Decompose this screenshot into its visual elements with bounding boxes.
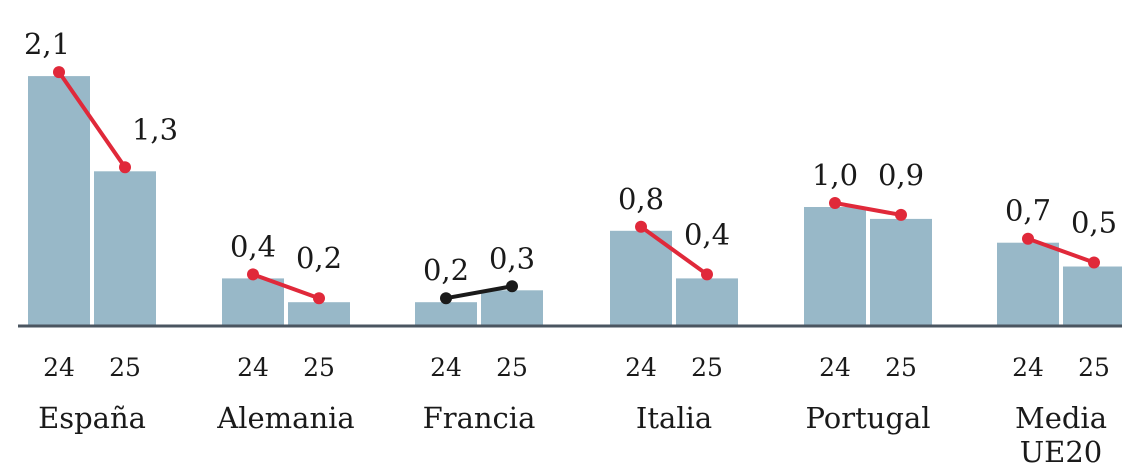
- year-label-espana-24: 24: [43, 353, 75, 382]
- point-espana-25: [119, 161, 131, 174]
- value-label-alemania-24: 0,4: [230, 229, 276, 263]
- point-portugal-24: [829, 197, 841, 209]
- bar-francia-24: [415, 302, 477, 326]
- value-label-portugal-25: 0,9: [878, 158, 924, 192]
- category-label-espana: España: [38, 401, 146, 435]
- value-label-espana-25: 1,3: [132, 112, 178, 146]
- point-italia-25: [701, 268, 713, 281]
- value-label-francia-25: 0,3: [489, 241, 535, 275]
- bar-alemania-25: [288, 302, 350, 326]
- value-label-espana-24: 2,1: [24, 27, 70, 61]
- bar-media-ue20-25: [1063, 266, 1122, 326]
- value-label-media-ue20-24: 0,7: [1005, 194, 1051, 228]
- year-label-espana-25: 25: [109, 353, 141, 382]
- bars-layer: [28, 76, 1122, 326]
- trend-line-alemania: [251, 272, 321, 301]
- value-label-italia-25: 0,4: [684, 217, 730, 251]
- trend-line-italia: [639, 224, 709, 277]
- trend-line-espana: [57, 70, 127, 170]
- point-francia-25: [506, 280, 518, 293]
- labels-layer: 2,1 1,3 24 25 España 0,4 0,2 24 25 Alemania 0,2 0,3…: [24, 27, 1117, 469]
- value-label-media-ue20-25: 0,5: [1071, 206, 1117, 240]
- value-label-francia-24: 0,2: [423, 253, 469, 287]
- bar-media-ue20-24: [997, 242, 1059, 326]
- bar-espana-24: [28, 76, 90, 326]
- value-label-alemania-25: 0,2: [296, 241, 342, 275]
- point-italia-24: [635, 220, 647, 233]
- bar-francia-25: [481, 290, 543, 326]
- year-label-italia-25: 25: [691, 353, 723, 382]
- trend-line-francia: [444, 284, 514, 301]
- point-alemania-24: [247, 268, 259, 281]
- trend-line-media-ue20: [1026, 236, 1096, 265]
- category-label-media-ue20-line2: UE20: [1020, 435, 1103, 469]
- year-label-francia-25: 25: [496, 353, 528, 382]
- point-portugal-25: [895, 208, 907, 221]
- value-label-portugal-24: 1,0: [812, 158, 858, 192]
- category-label-media-ue20: Media: [1015, 401, 1107, 435]
- point-francia-24: [440, 292, 452, 305]
- year-label-italia-24: 24: [625, 353, 657, 382]
- bar-portugal-24: [804, 207, 866, 326]
- connectors-layer: [53, 66, 1100, 305]
- year-label-portugal-24: 24: [819, 353, 851, 382]
- point-espana-24: [53, 66, 65, 79]
- year-label-alemania-25: 25: [303, 353, 335, 382]
- year-label-francia-24: 24: [430, 353, 462, 382]
- trend-line-portugal: [833, 201, 903, 217]
- bar-alemania-24: [222, 278, 284, 326]
- year-label-portugal-25: 25: [885, 353, 917, 382]
- category-label-italia: Italia: [636, 401, 712, 435]
- bar-portugal-25: [870, 218, 932, 326]
- point-media-ue20-25: [1088, 256, 1100, 269]
- year-label-media-ue20-24: 24: [1012, 353, 1044, 382]
- bar-italia-25: [676, 278, 738, 326]
- category-label-alemania: Alemania: [216, 401, 354, 435]
- category-label-portugal: Portugal: [805, 401, 930, 435]
- bar-italia-24: [610, 230, 672, 326]
- point-alemania-25: [313, 292, 325, 305]
- bar-espana-25: [94, 171, 156, 326]
- category-label-francia: Francia: [423, 401, 536, 435]
- year-label-media-ue20-25: 25: [1078, 353, 1110, 382]
- year-label-alemania-24: 24: [237, 353, 269, 382]
- value-label-italia-24: 0,8: [618, 182, 664, 216]
- point-media-ue20-24: [1022, 232, 1034, 245]
